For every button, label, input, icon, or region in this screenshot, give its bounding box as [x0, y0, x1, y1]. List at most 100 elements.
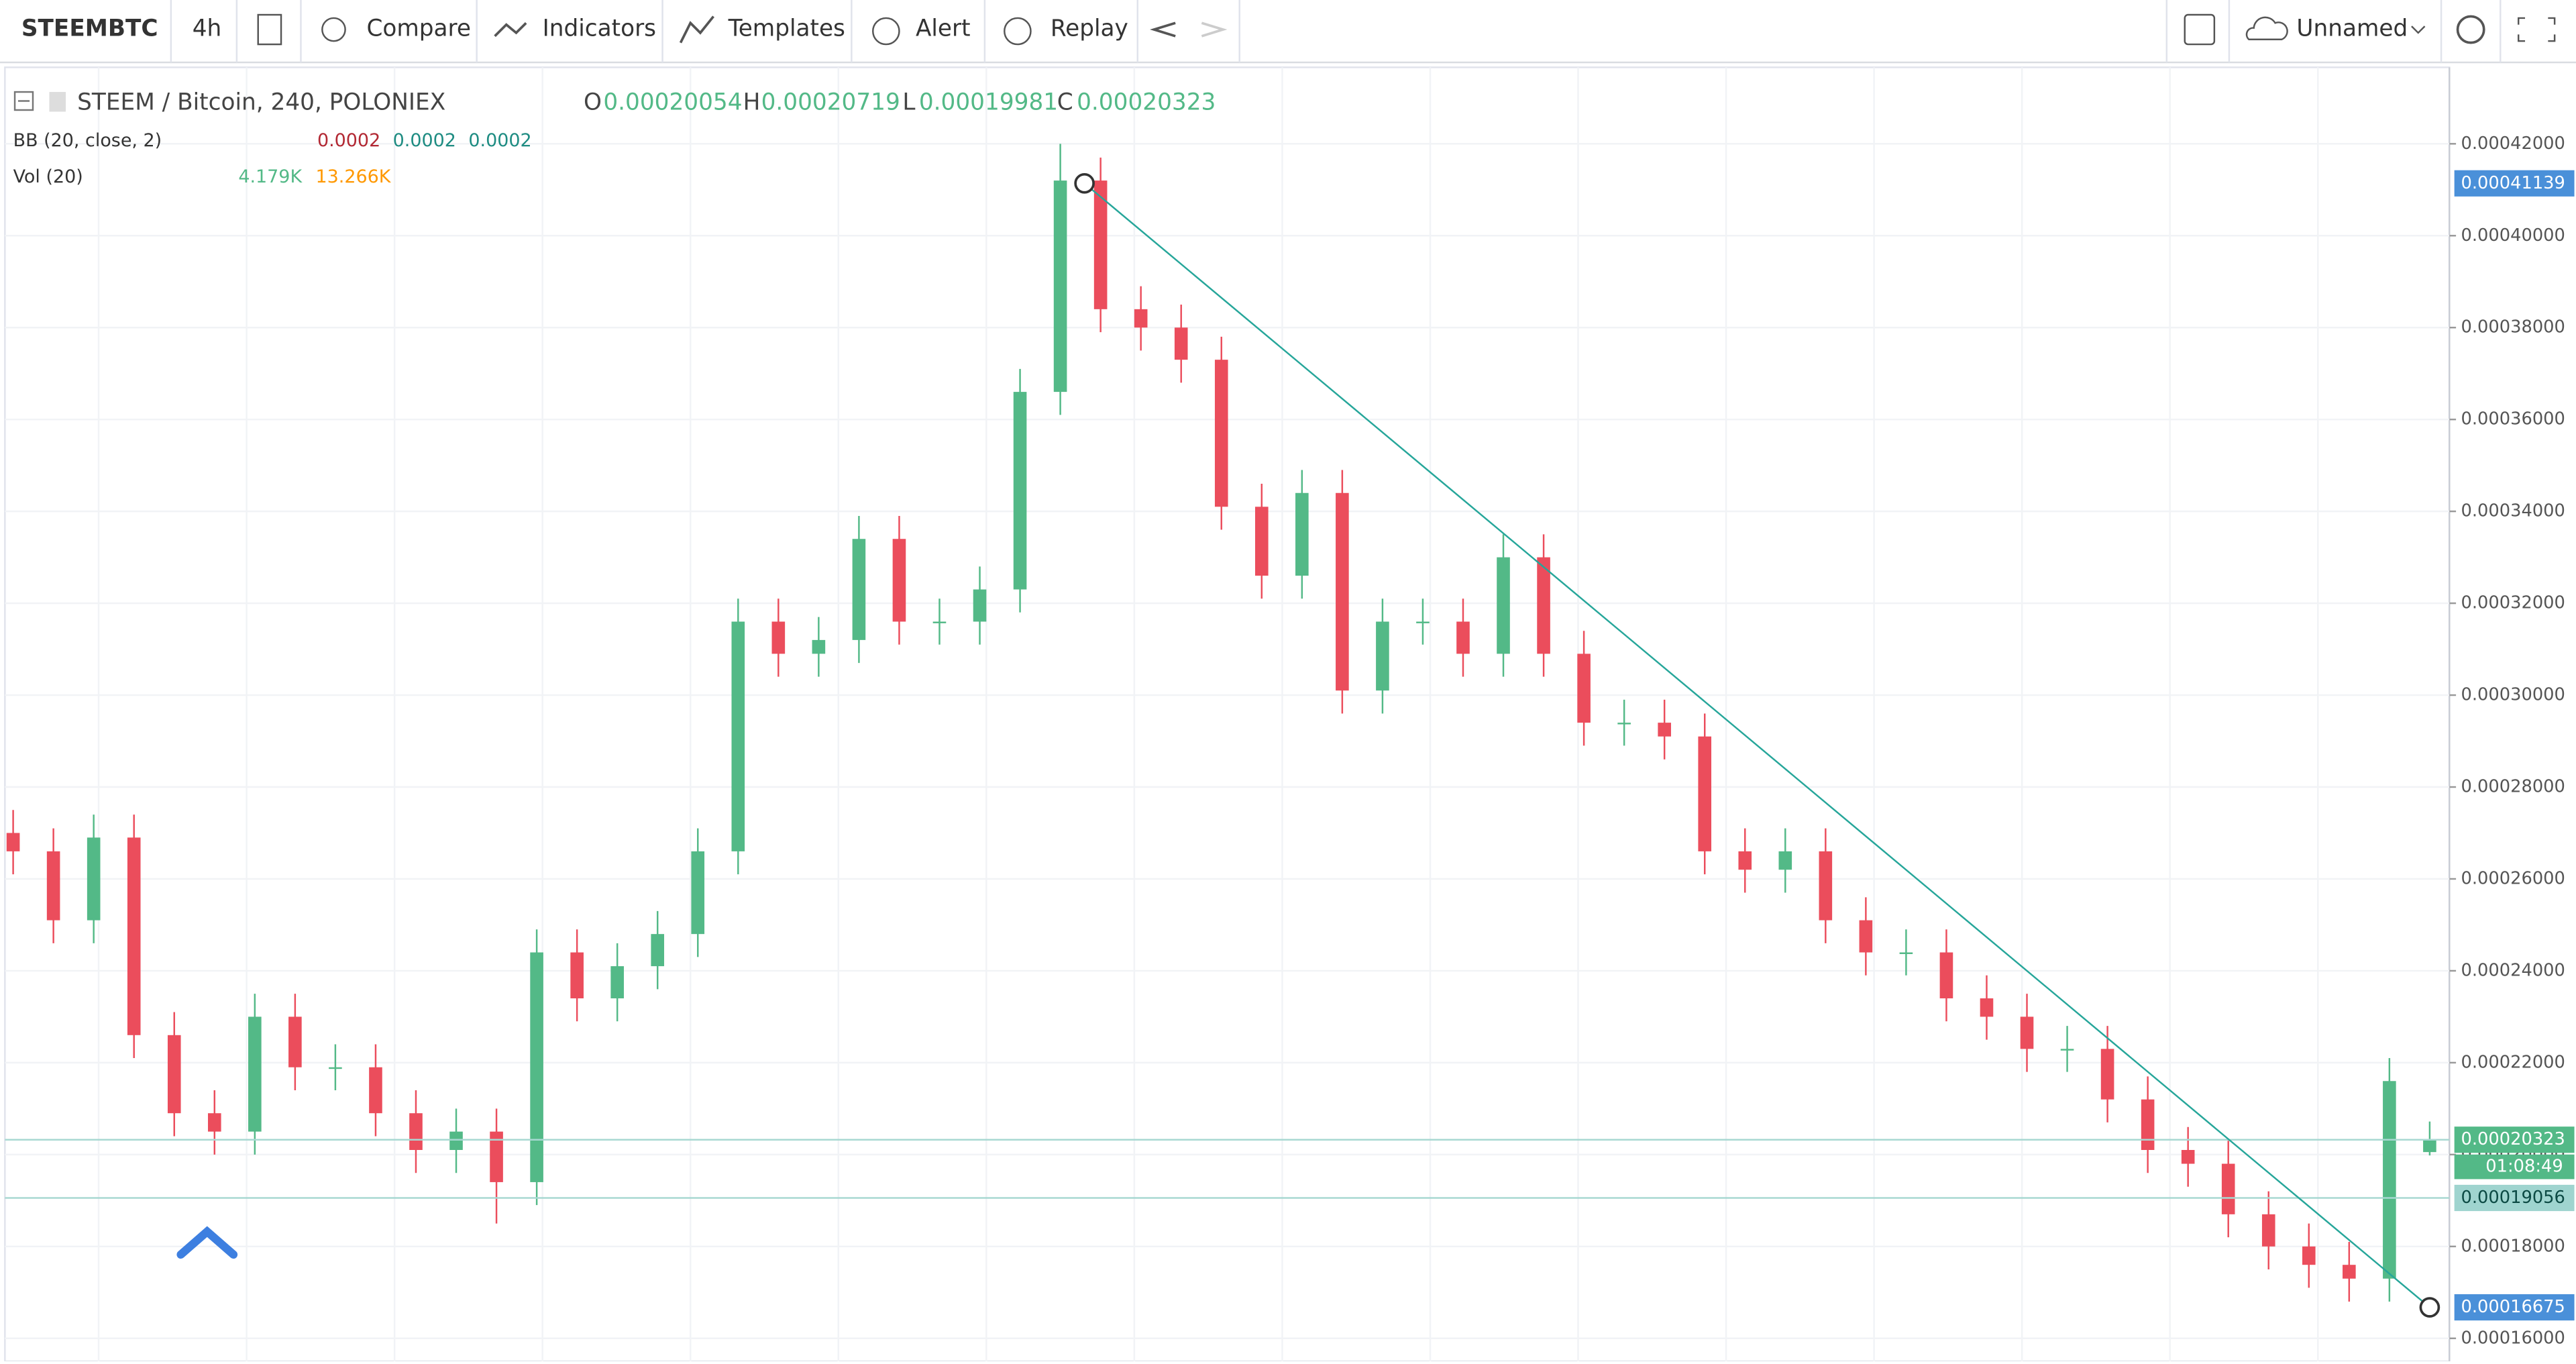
- layout-select[interactable]: [2184, 13, 2216, 46]
- candle-body: [2383, 1081, 2396, 1279]
- settings-button[interactable]: [2456, 15, 2485, 44]
- candle-body: [1859, 920, 1873, 953]
- price-label: 0.00019056: [2461, 1188, 2565, 1208]
- vol-label: Vol (20): [13, 166, 83, 187]
- countdown-bg: [2454, 1154, 2575, 1179]
- candle-body: [2302, 1246, 2316, 1265]
- compare-icon: [321, 17, 346, 42]
- candle-body: [1577, 653, 1591, 723]
- candle-body: [1254, 507, 1269, 576]
- candle-body: [127, 837, 141, 1035]
- alert-icon: [872, 17, 900, 46]
- layout-dropdown[interactable]: [2411, 25, 2426, 34]
- y-tick-label: 0.00022000: [2461, 1052, 2565, 1072]
- candle-body: [610, 966, 624, 999]
- candle-body: [2343, 1265, 2356, 1279]
- indicators-icon: [494, 21, 527, 38]
- candle-body: [1456, 621, 1470, 654]
- y-tick-label: 0.00028000: [2461, 777, 2565, 797]
- candle-body: [1778, 851, 1792, 870]
- close-value: 0.00020323: [1077, 89, 1216, 116]
- candle-body: [1738, 851, 1752, 870]
- y-tick-label: 0.00026000: [2461, 868, 2565, 888]
- candle-body: [1617, 723, 1631, 725]
- y-tick-label: 0.00024000: [2461, 960, 2565, 980]
- symbol[interactable]: STEEMBTC: [21, 15, 158, 42]
- series-title: STEEM / Bitcoin, 240, POLONIEX: [77, 89, 445, 116]
- candle-body: [1134, 309, 1148, 328]
- candle-body: [570, 952, 584, 999]
- candle-body: [2423, 1139, 2436, 1153]
- candle-body: [6, 833, 20, 851]
- candle-body: [409, 1113, 423, 1150]
- bb-basis: 0.0002: [317, 130, 380, 151]
- templates-icon: [679, 15, 714, 44]
- chart-type-icon[interactable]: [257, 13, 282, 46]
- compare-button[interactable]: Compare: [366, 15, 471, 42]
- y-tick-label: 0.00038000: [2461, 317, 2565, 337]
- candle-body: [1376, 621, 1389, 691]
- trend-handle: [2419, 1297, 2440, 1318]
- alert-button[interactable]: Alert: [916, 15, 971, 42]
- close-label: C: [1057, 89, 1073, 116]
- toolbar-separators: [170, 0, 2502, 63]
- bb-upper: 0.0002: [393, 130, 456, 151]
- price-label-bg: [2454, 1184, 2575, 1212]
- toolbar: STEEMBTC 4h Compare Indicators Templates…: [0, 0, 2576, 64]
- candle-body: [1013, 392, 1027, 590]
- high-value: 0.00020719: [761, 89, 900, 116]
- candle-body: [651, 934, 665, 967]
- undo-button[interactable]: [1150, 21, 1176, 38]
- candle-body: [1658, 723, 1671, 737]
- toolbar-bg: [0, 0, 2576, 63]
- candle-body: [2141, 1099, 2155, 1150]
- candle-body: [449, 1131, 463, 1150]
- fullscreen-button[interactable]: [2518, 17, 2556, 42]
- price-label: 0.00016675: [2461, 1297, 2565, 1317]
- open-value: 0.00020054: [603, 89, 742, 116]
- y-tick-label: 0.00036000: [2461, 409, 2565, 429]
- candle-body: [490, 1131, 503, 1182]
- collapse-button[interactable]: [13, 91, 34, 111]
- bb-label: BB (20, close, 2): [13, 130, 162, 151]
- candle-body: [1497, 557, 1510, 654]
- candle-body: [731, 621, 745, 851]
- y-tick-label: 0.00040000: [2461, 225, 2565, 246]
- interval[interactable]: 4h: [193, 15, 222, 42]
- indicators-button[interactable]: Indicators: [543, 15, 656, 42]
- candle-body: [369, 1067, 382, 1114]
- trend-line: [1083, 182, 2430, 1308]
- templates-button[interactable]: Templates: [728, 15, 845, 42]
- y-tick-label: 0.00030000: [2461, 685, 2565, 705]
- candle-body: [1698, 736, 1712, 851]
- candle-body: [329, 1067, 342, 1069]
- candle-body: [530, 952, 543, 1182]
- replay-button[interactable]: Replay: [1051, 15, 1128, 42]
- candle-body: [1053, 180, 1067, 392]
- candle-body: [288, 1016, 302, 1067]
- candle-body: [1939, 952, 1953, 999]
- y-tick-label: 0.00032000: [2461, 593, 2565, 613]
- candle-body: [852, 539, 866, 640]
- candle-body: [932, 621, 947, 623]
- up-arrow-marker: [176, 1226, 238, 1259]
- layout-name[interactable]: Unnamed: [2296, 15, 2408, 42]
- candle-body: [2221, 1163, 2235, 1214]
- candle-body: [248, 1016, 262, 1132]
- vol-value: 4.179K: [238, 166, 303, 187]
- bb-lower: 0.0002: [468, 130, 531, 151]
- candle-body: [2261, 1214, 2275, 1247]
- high-label: H: [743, 89, 761, 116]
- candle-body: [46, 851, 60, 921]
- redo-button[interactable]: [1201, 21, 1228, 38]
- candle-body: [2020, 1016, 2034, 1049]
- price-label-bg: [2454, 1294, 2575, 1321]
- candle-body: [812, 639, 826, 654]
- grid: 0.000160000.000180000.000200000.00022000…: [5, 67, 2565, 1361]
- countdown: 01:08:49: [2485, 1157, 2563, 1177]
- vol-ma: 13.266K: [316, 166, 392, 187]
- candle-body: [1537, 557, 1550, 654]
- candle-body: [167, 1035, 181, 1114]
